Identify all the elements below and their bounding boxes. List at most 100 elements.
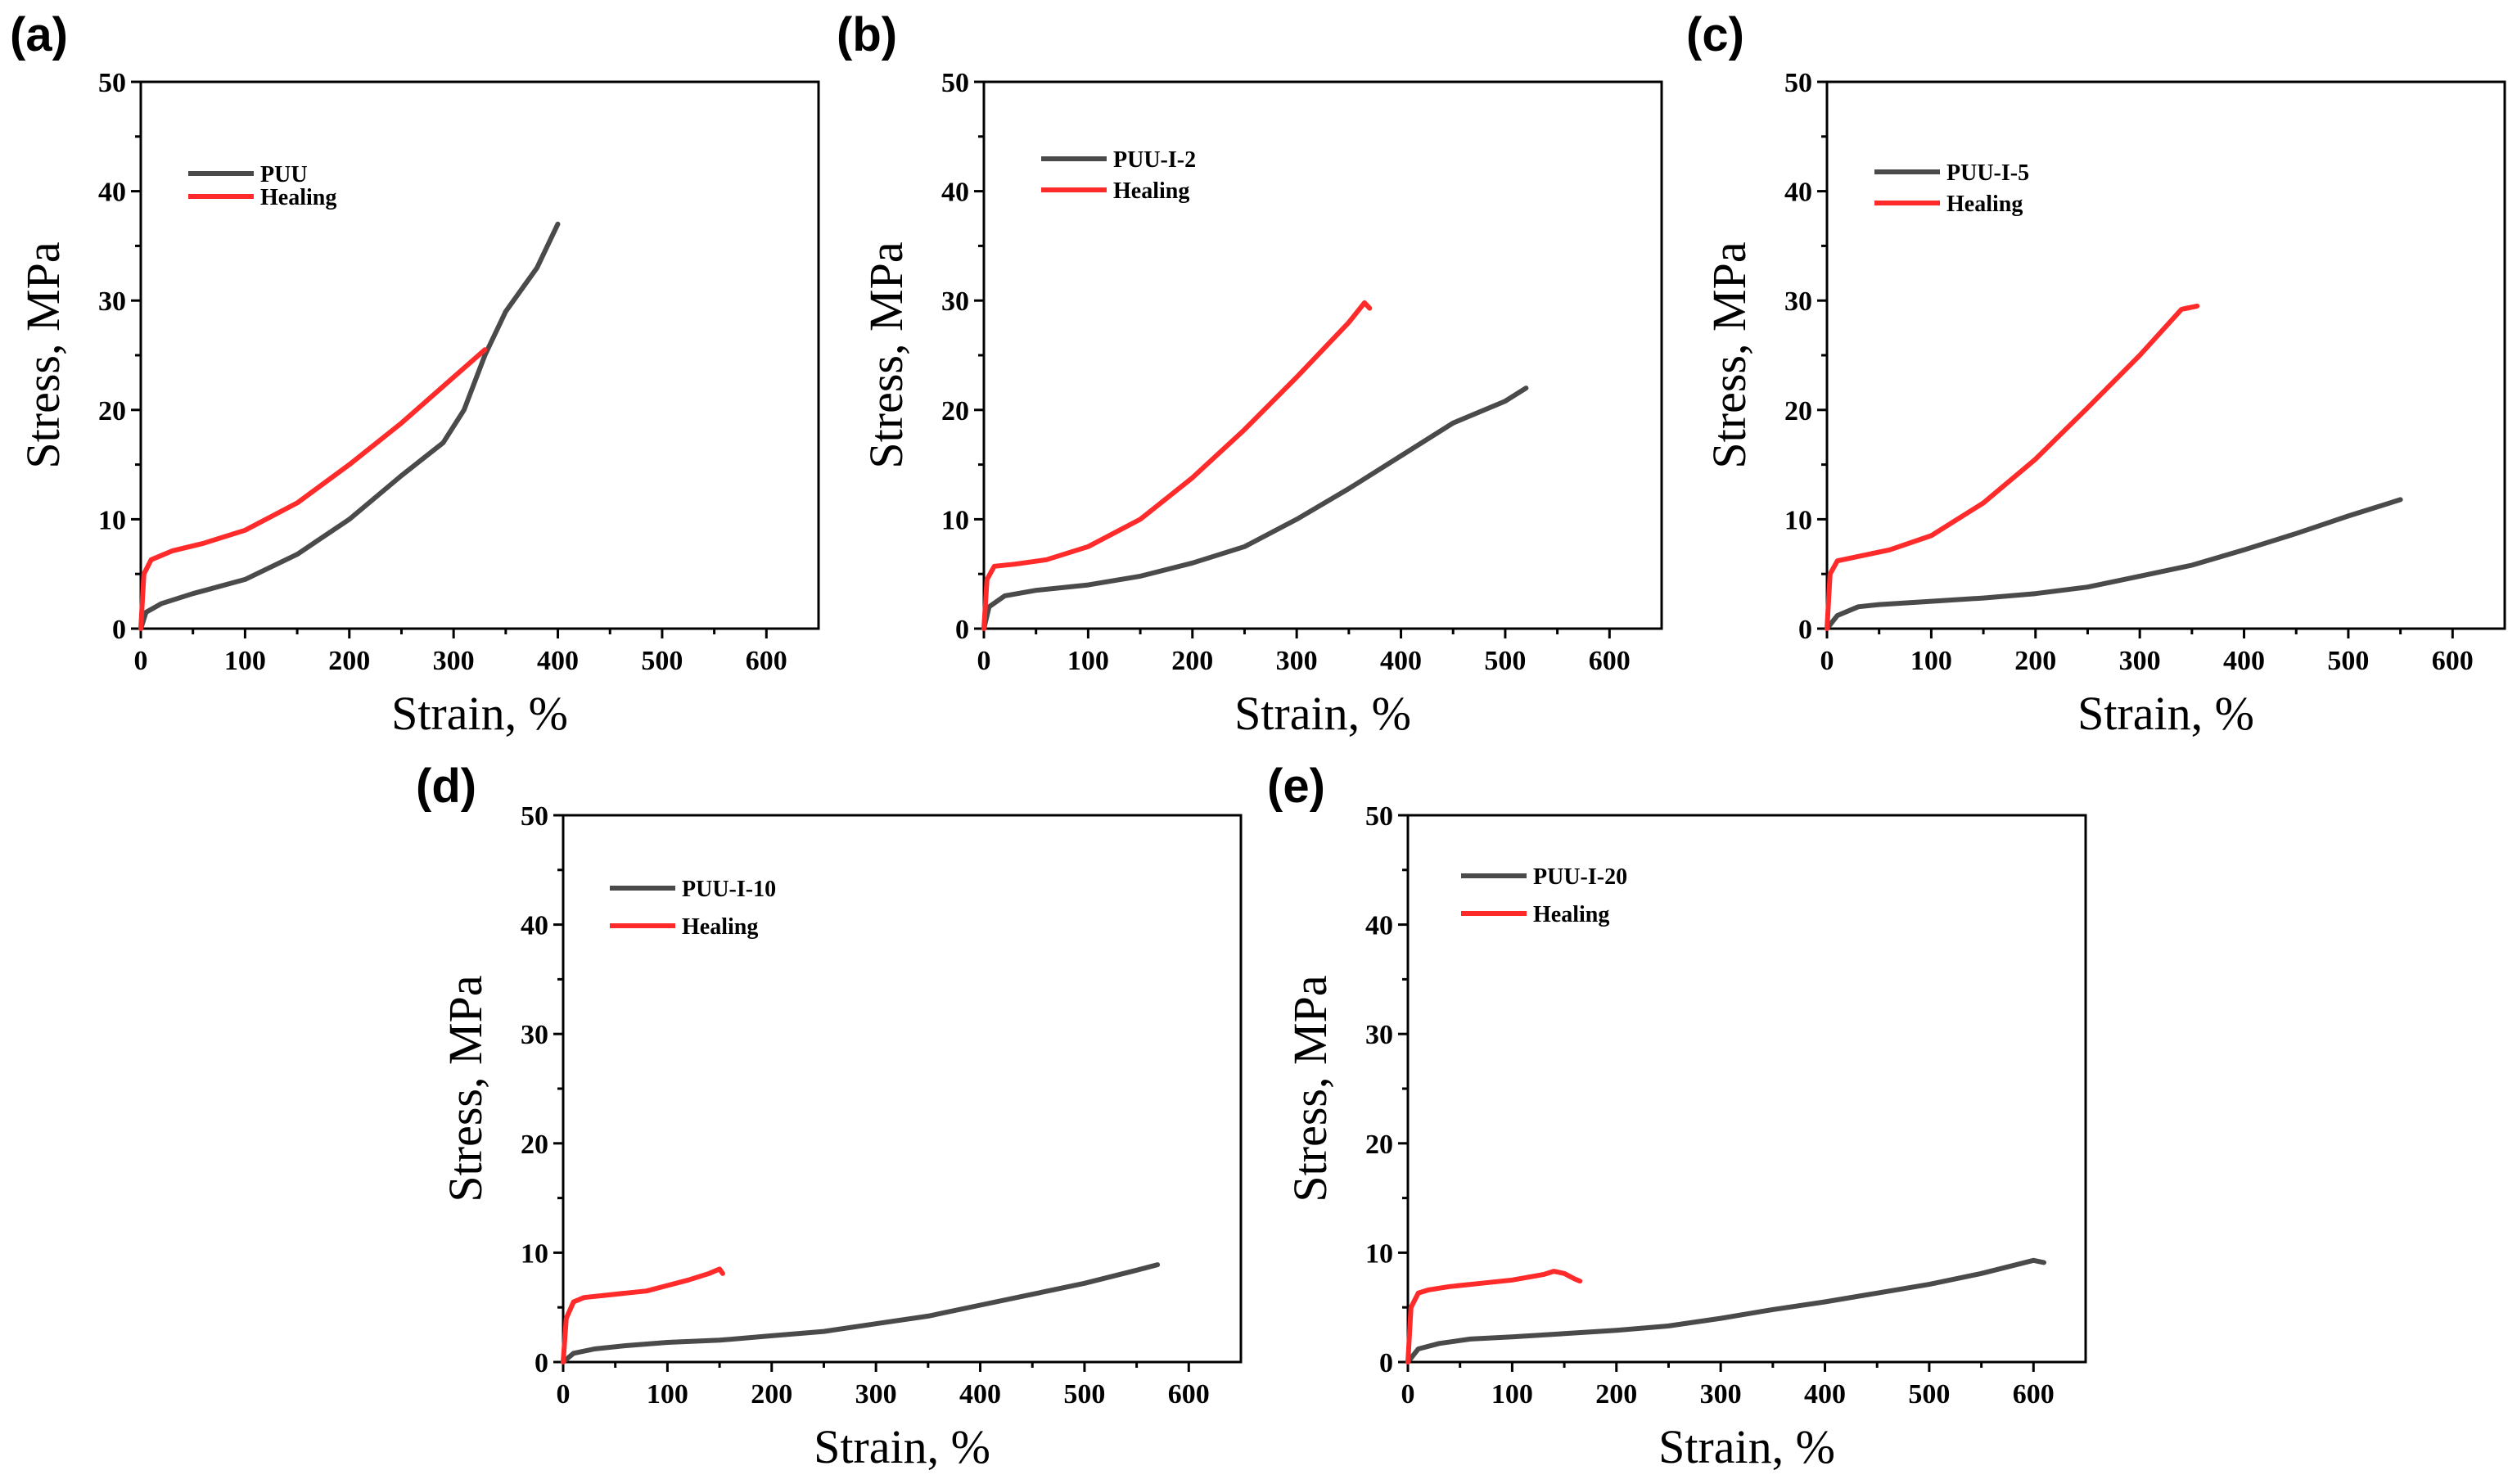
x-axis-title: Strain, % (1658, 1420, 1835, 1473)
legend: PUU-I-20 Healing (1461, 864, 1627, 927)
y-tick-label: 30 (521, 1020, 548, 1050)
y-tick-label: 40 (1365, 911, 1393, 941)
x-axis-title: Strain, % (2077, 687, 2254, 740)
x-tick-label: 200 (1595, 1379, 1637, 1410)
plot-frame (1825, 80, 2506, 630)
x-tick-label: 200 (2014, 646, 2056, 676)
legend-label: PUU-I-2 (1113, 147, 1196, 173)
x-tick-label: 200 (751, 1379, 792, 1410)
x-tick-label: 0 (557, 1379, 571, 1410)
x-tick-label: 500 (1908, 1379, 1950, 1410)
x-tick-label: 500 (2327, 646, 2369, 676)
chart-panel-2: (b) 0 100 200 300 400 500 600 0 10 20 30 40 50 Strain,… (837, 8, 1663, 740)
x-tick-label: 0 (977, 646, 991, 676)
legend-label: Healing (682, 914, 758, 940)
legend: PUU-I-2 Healing (1041, 147, 1196, 204)
series-line-healing (1405, 1269, 1583, 1364)
y-axis-title: Stress, MPa (1703, 241, 1756, 468)
x-tick-label: 600 (2013, 1379, 2055, 1410)
series-line-healing (981, 300, 1373, 631)
y-axis-title: Stress, MPa (439, 975, 492, 1202)
series-line-puu-i-20 (1405, 1257, 2046, 1364)
y-tick-label: 30 (941, 286, 969, 317)
y-tick-label: 10 (98, 505, 126, 535)
panel-label: (a) (10, 8, 68, 61)
x-tick-label: 0 (1401, 1379, 1415, 1410)
y-axis-title: Stress, MPa (16, 241, 70, 468)
chart-panel-5: (e) 0 100 200 300 400 500 600 0 10 20 30 40 50 Strain,… (1267, 760, 2087, 1473)
y-tick-label: 50 (941, 68, 969, 98)
legend-label: Healing (1533, 902, 1609, 927)
y-tick-label: 0 (1798, 615, 1812, 645)
x-tick-label: 400 (537, 646, 579, 676)
y-tick-label: 10 (1365, 1238, 1393, 1269)
legend-label: Healing (1946, 192, 2023, 217)
y-tick-label: 20 (1784, 396, 1812, 426)
plot-frame (562, 814, 1243, 1364)
y-tick-label: 30 (98, 286, 126, 317)
y-tick-label: 40 (941, 178, 969, 208)
y-tick-label: 0 (955, 615, 969, 645)
y-tick-label: 10 (521, 1238, 548, 1269)
x-tick-label: 0 (1820, 646, 1834, 676)
x-tick-label: 300 (2119, 646, 2161, 676)
y-tick-label: 0 (1379, 1348, 1393, 1378)
x-tick-label: 100 (1910, 646, 1952, 676)
y-axis-title: Stress, MPa (1283, 975, 1337, 1202)
y-tick-label: 30 (1365, 1020, 1393, 1050)
series-line-puu-i-10 (561, 1262, 1161, 1364)
legend-label: PUU (260, 162, 308, 187)
chart-panel-1: (a) 0 100 200 300 400 500 600 0 10 20 30 40 50 Strain,… (10, 8, 820, 740)
x-tick-label: 100 (1491, 1379, 1533, 1410)
y-axis-title: Stress, MPa (859, 241, 913, 468)
y-tick-label: 40 (521, 911, 548, 941)
legend: PUU-I-10 Healing (610, 877, 776, 940)
x-tick-label: 400 (1380, 646, 1422, 676)
y-tick-label: 0 (112, 615, 126, 645)
y-tick-label: 10 (1784, 505, 1812, 535)
x-tick-label: 400 (2223, 646, 2265, 676)
y-tick-label: 40 (1784, 178, 1812, 208)
legend-label: PUU-I-5 (1946, 160, 2029, 186)
x-tick-label: 600 (1589, 646, 1631, 676)
panel-label: (b) (837, 8, 897, 61)
y-tick-label: 0 (535, 1348, 548, 1378)
series-line-puu-i-5 (1825, 497, 2403, 631)
series-line-puu (138, 221, 561, 631)
x-tick-label: 400 (959, 1379, 1001, 1410)
series-line-healing (1825, 303, 2200, 631)
x-tick-label: 300 (1700, 1379, 1742, 1410)
x-axis-title: Strain, % (391, 687, 568, 740)
x-tick-label: 200 (328, 646, 370, 676)
panel-label: (c) (1686, 8, 1744, 61)
y-tick-label: 30 (1784, 286, 1812, 317)
y-tick-label: 50 (521, 801, 548, 832)
chart-panel-3: (c) 0 100 200 300 400 500 600 0 10 20 30 40 50 Strain,… (1686, 8, 2506, 740)
x-tick-label: 300 (1276, 646, 1318, 676)
x-axis-title: Strain, % (814, 1420, 990, 1473)
legend-label: Healing (260, 185, 336, 210)
x-tick-label: 100 (647, 1379, 688, 1410)
x-tick-label: 500 (641, 646, 683, 676)
x-tick-label: 100 (1067, 646, 1109, 676)
y-tick-label: 50 (98, 68, 126, 98)
x-tick-label: 300 (433, 646, 475, 676)
legend-label: PUU-I-10 (682, 877, 776, 902)
series-line-puu-i-2 (981, 386, 1529, 631)
series-line-healing (561, 1266, 725, 1364)
series-line-healing (138, 347, 488, 631)
x-axis-title: Strain, % (1234, 687, 1411, 740)
y-tick-label: 50 (1365, 801, 1393, 832)
x-tick-label: 600 (2432, 646, 2474, 676)
y-tick-label: 20 (941, 396, 969, 426)
y-tick-label: 20 (1365, 1130, 1393, 1160)
x-tick-label: 600 (746, 646, 787, 676)
panel-label: (d) (416, 760, 476, 813)
x-tick-label: 100 (224, 646, 266, 676)
y-tick-label: 20 (521, 1130, 548, 1160)
y-tick-label: 10 (941, 505, 969, 535)
y-tick-label: 50 (1784, 68, 1812, 98)
panel-label: (e) (1267, 760, 1325, 813)
